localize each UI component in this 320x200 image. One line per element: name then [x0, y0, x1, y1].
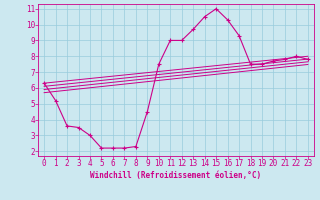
X-axis label: Windchill (Refroidissement éolien,°C): Windchill (Refroidissement éolien,°C): [91, 171, 261, 180]
